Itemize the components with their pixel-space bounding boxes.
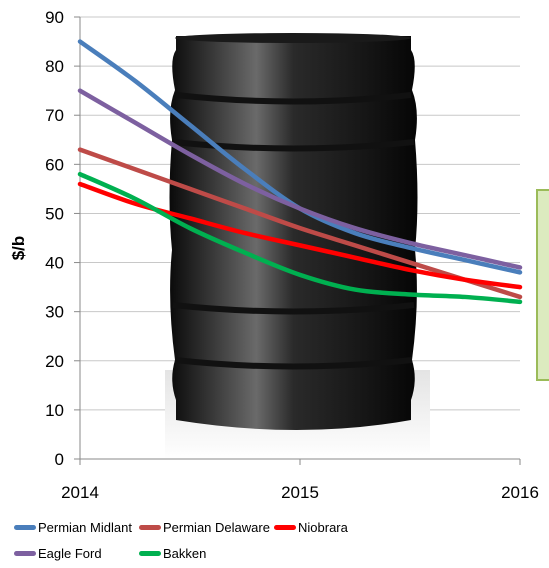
legend-label: Niobrara [298, 519, 348, 535]
legend-swatch [139, 550, 161, 556]
legend-label: Eagle Ford [38, 545, 102, 561]
x-tick-label: 2015 [281, 483, 319, 502]
y-tick-label: 50 [45, 204, 64, 223]
legend-label: Permian Midlant [38, 519, 132, 535]
legend-swatch [14, 550, 36, 556]
legend-label: Permian Delaware [163, 519, 270, 535]
x-tick-label: 2014 [61, 483, 99, 502]
legend-item-bakken: Bakken [139, 546, 206, 561]
series-line-permian-delaware [77, 147, 523, 300]
y-axis-tick-labels: 0 10 20 30 40 50 60 70 80 90 [45, 8, 64, 469]
y-tick-label: 20 [45, 352, 64, 371]
x-axis-tick-labels: 2014 2015 2016 [61, 483, 539, 502]
y-tick-label: 60 [45, 155, 64, 174]
legend: Permian Midlant Permian Delaware Niobrar… [14, 514, 544, 566]
legend-swatch [14, 524, 36, 530]
legend-swatch [139, 524, 161, 530]
annotation-box [536, 189, 549, 381]
series-line-eagle-ford [77, 88, 523, 270]
oil-barrel-image [165, 33, 430, 460]
y-tick-label: 0 [55, 450, 64, 469]
y-tick-label: 40 [45, 254, 64, 273]
legend-item-niobrara: Niobrara [274, 520, 348, 535]
line-chart: 0 10 20 30 40 50 60 70 80 90 2014 2015 2016 $/b [9, 8, 549, 502]
y-tick-label: 80 [45, 57, 64, 76]
series-line-bakken [77, 171, 523, 305]
legend-row-2: Eagle Ford Bakken [14, 540, 544, 566]
legend-item-permian-delaware: Permian Delaware [139, 520, 274, 535]
legend-item-eagle-ford: Eagle Ford [14, 546, 139, 561]
y-tick-label: 10 [45, 401, 64, 420]
legend-swatch [274, 524, 296, 530]
series-lines [77, 39, 523, 305]
y-tick-label: 30 [45, 303, 64, 322]
y-tick-label: 70 [45, 106, 64, 125]
y-tick-label: 90 [45, 8, 64, 27]
legend-row-1: Permian Midlant Permian Delaware Niobrar… [14, 514, 544, 540]
legend-label: Bakken [163, 545, 207, 561]
y-axis-label: $/b [9, 236, 28, 261]
legend-item-permian-midlant: Permian Midlant [14, 520, 139, 535]
x-tick-label: 2016 [501, 483, 539, 502]
